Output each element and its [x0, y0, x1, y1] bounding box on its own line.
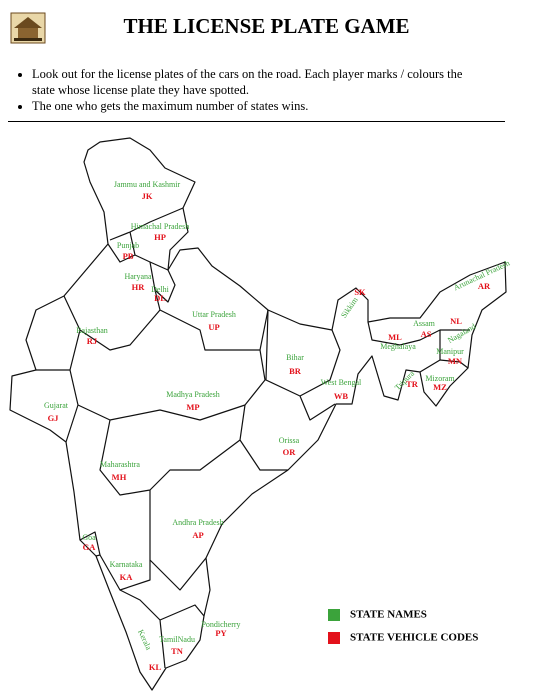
- legend-label: STATE NAMES: [350, 609, 427, 621]
- state-name: Himachal Pradesh: [131, 222, 189, 231]
- state-code: PY: [215, 628, 226, 638]
- state-name: Meghalaya: [380, 342, 416, 351]
- state-code: TR: [406, 379, 419, 389]
- state-name: Mizoram: [425, 374, 455, 383]
- state-name: West Bengal: [321, 378, 362, 387]
- state-name: Punjab: [117, 241, 139, 250]
- legend-label: STATE VEHICLE CODES: [350, 632, 478, 644]
- state-code: MN: [448, 356, 463, 366]
- instruction: The one who gets the maximum number of s…: [32, 98, 484, 114]
- state-code: MZ: [433, 382, 447, 392]
- state-name: Andhra Pradesh: [172, 518, 223, 527]
- state-code: UP: [208, 322, 219, 332]
- state-name: Karnataka: [110, 560, 143, 569]
- state-code: JK: [142, 191, 153, 201]
- state-name: Uttar Pradesh: [192, 310, 236, 319]
- instructions: Look out for the license plates of the c…: [18, 66, 484, 114]
- state-code: HP: [154, 232, 166, 242]
- divider: [8, 121, 505, 122]
- state-code: DL: [154, 293, 166, 303]
- state-code: AR: [478, 281, 491, 291]
- state-code: GJ: [48, 413, 60, 423]
- state-code: OR: [283, 447, 297, 457]
- title: THE LICENSE PLATE GAME: [123, 14, 410, 38]
- state-name: Manipur: [436, 347, 464, 356]
- state-code: TN: [171, 646, 184, 656]
- state-name: Orissa: [279, 436, 300, 445]
- state-code: ML: [388, 332, 402, 342]
- state-code: GA: [83, 542, 97, 552]
- state-name: Rajasthan: [76, 326, 108, 335]
- state-code: MH: [112, 472, 127, 482]
- state-code: RJ: [87, 336, 98, 346]
- map-outline: [9, 137, 507, 691]
- state-name: Assam: [413, 319, 436, 328]
- state-name: Gujarat: [44, 401, 69, 410]
- state-code: AS: [421, 329, 432, 339]
- state-name: Goa: [82, 533, 96, 542]
- state-code: SK: [354, 287, 366, 297]
- state-name: Delhi: [151, 285, 170, 294]
- state-name: Pondicherry: [201, 620, 240, 629]
- state-code: KA: [120, 572, 134, 582]
- state-code: HR: [132, 282, 146, 292]
- logo: [10, 12, 46, 44]
- state-code: PB: [123, 251, 134, 261]
- legend-swatch: [328, 632, 340, 644]
- state-code: AP: [192, 530, 203, 540]
- state-name: Madhya Pradesh: [166, 390, 220, 399]
- state-name: TamilNadu: [159, 635, 195, 644]
- state-code: NL: [450, 316, 462, 326]
- state-name: Sikkim: [339, 295, 360, 320]
- state-name: Jammu and Kashmir: [114, 180, 181, 189]
- state-code: MP: [186, 402, 199, 412]
- state-name: Kerala: [136, 628, 153, 652]
- state-name: Bihar: [286, 353, 304, 362]
- state-code: BR: [289, 366, 302, 376]
- state-name: Haryana: [124, 272, 152, 281]
- state-code: KL: [149, 662, 162, 672]
- state-name: Maharashtra: [100, 460, 140, 469]
- legend-swatch: [328, 609, 340, 621]
- state-code: WB: [334, 391, 349, 401]
- instruction: Look out for the license plates of the c…: [32, 66, 484, 98]
